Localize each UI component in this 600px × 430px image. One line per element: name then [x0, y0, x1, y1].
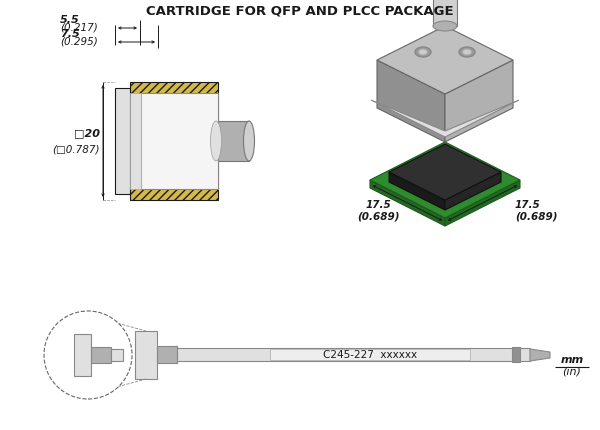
Bar [216, 121, 249, 161]
Polygon shape [370, 180, 445, 226]
Polygon shape [389, 172, 445, 210]
Text: (0.295): (0.295) [60, 37, 98, 47]
Ellipse shape [433, 21, 457, 31]
Bar [157, 346, 177, 363]
Text: (□0.787): (□0.787) [53, 144, 100, 154]
Text: mm: mm [560, 355, 584, 365]
Bar [270, 349, 470, 360]
Polygon shape [377, 60, 445, 142]
Bar [111, 349, 123, 361]
Ellipse shape [463, 49, 472, 55]
Text: 5.5: 5.5 [60, 15, 80, 25]
Polygon shape [445, 60, 513, 142]
Bar [130, 82, 218, 200]
Bar [115, 88, 130, 194]
Ellipse shape [415, 47, 431, 57]
Polygon shape [530, 349, 550, 361]
Bar [141, 93, 218, 189]
Bar [74, 334, 91, 376]
Polygon shape [370, 142, 520, 218]
Circle shape [44, 311, 132, 399]
Text: 17.5
(0.689): 17.5 (0.689) [515, 200, 557, 221]
Polygon shape [445, 172, 501, 210]
Text: (in): (in) [563, 367, 581, 377]
Bar [512, 347, 520, 362]
Polygon shape [389, 144, 501, 200]
Text: □20: □20 [74, 128, 100, 138]
Bar [130, 93, 141, 189]
Bar [433, 0, 457, 26]
Polygon shape [371, 100, 519, 137]
Ellipse shape [459, 47, 475, 57]
Bar [175, 346, 177, 363]
Text: C245-227  xxxxxx: C245-227 xxxxxx [323, 350, 417, 360]
Bar [175, 348, 530, 361]
Text: 17.5
(0.689): 17.5 (0.689) [357, 200, 399, 221]
Polygon shape [445, 180, 520, 226]
Polygon shape [377, 26, 513, 94]
Ellipse shape [211, 121, 221, 161]
Text: CARTRIDGE FOR QFP AND PLCC PACKAGE: CARTRIDGE FOR QFP AND PLCC PACKAGE [146, 5, 454, 18]
Bar [91, 347, 111, 363]
Ellipse shape [244, 121, 254, 161]
Bar [135, 331, 157, 379]
Text: 7.5: 7.5 [60, 29, 80, 39]
Ellipse shape [419, 49, 427, 55]
Text: (0.217): (0.217) [60, 23, 98, 33]
